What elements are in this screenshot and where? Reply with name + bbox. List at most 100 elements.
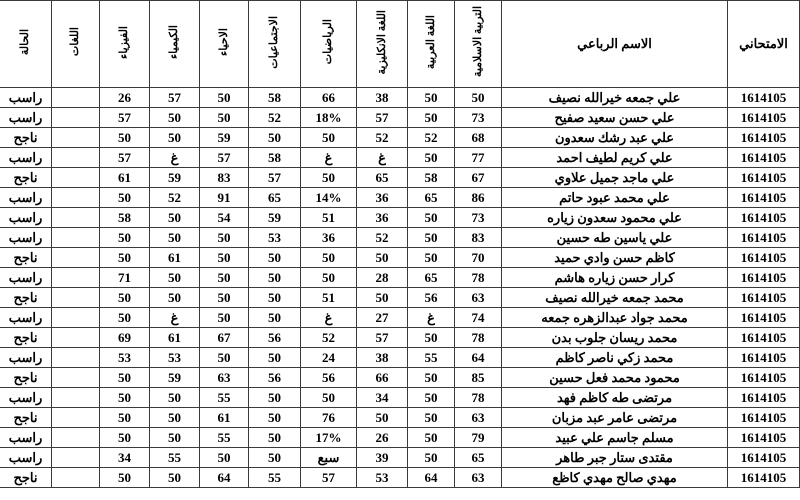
cell-grade-chemistry[interactable]: 61 xyxy=(149,247,200,268)
cell-grade-english[interactable]: 28 xyxy=(356,267,408,288)
cell-grade-math[interactable]: سبع xyxy=(300,447,357,468)
cell-grade-islamic[interactable]: 85 xyxy=(454,367,502,388)
cell-student-name[interactable]: محمد زكي ناصر كاظم xyxy=(501,347,728,368)
cell-grade-languages[interactable] xyxy=(51,427,100,448)
cell-seq[interactable]: 1614105 xyxy=(727,187,800,208)
cell-grade-biology[interactable]: 54 xyxy=(199,207,249,228)
cell-result-state[interactable]: ناجح xyxy=(0,287,52,308)
cell-grade-social[interactable]: 56 xyxy=(248,367,301,388)
cell-grade-social[interactable]: 55 xyxy=(248,467,301,488)
cell-grade-english[interactable]: 36 xyxy=(356,187,408,208)
cell-grade-arabic[interactable]: 65 xyxy=(407,267,455,288)
cell-grade-biology[interactable]: 61 xyxy=(199,407,249,428)
cell-seq[interactable]: 1614105 xyxy=(727,407,800,428)
cell-student-name[interactable]: مرتضى عامر عبد مزبان xyxy=(501,407,728,428)
cell-result-state[interactable]: ناجح xyxy=(0,467,52,488)
cell-seq[interactable]: 1614105 xyxy=(727,307,800,328)
cell-grade-languages[interactable] xyxy=(51,187,100,208)
cell-grade-islamic[interactable]: 78 xyxy=(454,387,502,408)
cell-grade-chemistry[interactable]: 50 xyxy=(149,227,200,248)
cell-grade-biology[interactable]: 50 xyxy=(199,227,249,248)
cell-grade-social[interactable]: 50 xyxy=(248,427,301,448)
column-header-arabic[interactable]: اللغة العربية xyxy=(407,0,455,88)
cell-grade-islamic[interactable]: 78 xyxy=(454,267,502,288)
cell-grade-islamic[interactable]: 68 xyxy=(454,127,502,148)
cell-grade-islamic[interactable]: 63 xyxy=(454,407,502,428)
cell-grade-social[interactable]: 50 xyxy=(248,127,301,148)
cell-seq[interactable]: 1614105 xyxy=(727,327,800,348)
cell-grade-social[interactable]: 65 xyxy=(248,187,301,208)
table-row[interactable]: 1614105 محمد زكي ناصر كاظم 64 55 38 24 50 50 53 5… xyxy=(0,347,800,368)
cell-grade-languages[interactable] xyxy=(51,327,100,348)
cell-grade-arabic[interactable]: 50 xyxy=(407,107,455,128)
cell-seq[interactable]: 1614105 xyxy=(727,107,800,128)
cell-grade-arabic[interactable]: 50 xyxy=(407,227,455,248)
cell-seq[interactable]: 1614105 xyxy=(727,207,800,228)
cell-grade-biology[interactable]: 50 xyxy=(199,267,249,288)
cell-grade-math[interactable]: 18% xyxy=(300,107,357,128)
cell-grade-islamic[interactable]: 86 xyxy=(454,187,502,208)
cell-student-name[interactable]: محمد جواد عبدالزهره جمعه xyxy=(501,307,728,328)
cell-grade-physics[interactable]: 50 xyxy=(99,187,150,208)
cell-grade-arabic[interactable]: 52 xyxy=(407,127,455,148)
cell-grade-physics[interactable]: 50 xyxy=(99,247,150,268)
cell-grade-biology[interactable]: 57 xyxy=(199,147,249,168)
cell-grade-english[interactable]: 65 xyxy=(356,167,408,188)
cell-grade-social[interactable]: 50 xyxy=(248,387,301,408)
cell-grade-english[interactable]: 53 xyxy=(356,467,408,488)
cell-grade-physics[interactable]: 50 xyxy=(99,467,150,488)
cell-grade-social[interactable]: 53 xyxy=(248,227,301,248)
cell-grade-arabic[interactable]: 50 xyxy=(407,87,455,108)
cell-grade-math[interactable]: 17% xyxy=(300,427,357,448)
cell-grade-math[interactable]: 36 xyxy=(300,227,357,248)
cell-grade-islamic[interactable]: 50 xyxy=(454,87,502,108)
column-header-social[interactable]: الاجتماعيات xyxy=(248,0,301,88)
cell-grade-biology[interactable]: 55 xyxy=(199,387,249,408)
cell-student-name[interactable]: علي جمعه خيرالله نصيف xyxy=(501,87,728,108)
cell-seq[interactable]: 1614105 xyxy=(727,447,800,468)
cell-grade-arabic[interactable]: 58 xyxy=(407,167,455,188)
cell-seq[interactable]: 1614105 xyxy=(727,147,800,168)
cell-grade-social[interactable]: 50 xyxy=(248,347,301,368)
cell-grade-biology[interactable]: 55 xyxy=(199,427,249,448)
column-header-name[interactable]: الاسم الرباعي xyxy=(501,0,728,88)
cell-grade-social[interactable]: 50 xyxy=(248,267,301,288)
cell-grade-english[interactable]: 26 xyxy=(356,427,408,448)
cell-result-state[interactable]: راسب xyxy=(0,207,52,228)
cell-result-state[interactable]: راسب xyxy=(0,187,52,208)
cell-grade-chemistry[interactable]: 59 xyxy=(149,367,200,388)
table-row[interactable]: 1614105 علي جمعه خيرالله نصيف 50 50 38 66 58 50… xyxy=(0,87,800,108)
cell-grade-english[interactable]: 52 xyxy=(356,127,408,148)
cell-grade-arabic[interactable]: 50 xyxy=(407,327,455,348)
cell-seq[interactable]: 1614105 xyxy=(727,267,800,288)
cell-grade-biology[interactable]: 50 xyxy=(199,287,249,308)
cell-grade-languages[interactable] xyxy=(51,287,100,308)
cell-seq[interactable]: 1614105 xyxy=(727,87,800,108)
table-row[interactable]: 1614105 محمود محمد فعل حسين 85 50 66 56 56 63 59… xyxy=(0,367,800,388)
table-row[interactable]: 1614105 كرار حسن زياره هاشم 78 65 28 50 50 50 50… xyxy=(0,267,800,288)
cell-grade-biology[interactable]: 67 xyxy=(199,327,249,348)
cell-grade-islamic[interactable]: 65 xyxy=(454,447,502,468)
table-row[interactable]: 1614105 علي محمد عبود حاتم 86 65 36 14% 65 91 52… xyxy=(0,187,800,208)
table-row[interactable]: 1614105 مرتضى عامر عبد مزبان 63 50 50 76 50 61 5… xyxy=(0,407,800,428)
cell-grade-biology[interactable]: 64 xyxy=(199,467,249,488)
cell-grade-physics[interactable]: 26 xyxy=(99,87,150,108)
table-row[interactable]: 1614105 علي ماجد جميل علاوي 67 58 65 50 57 83 59… xyxy=(0,167,800,188)
cell-grade-biology[interactable]: 50 xyxy=(199,307,249,328)
table-row[interactable]: 1614105 مرتضى طه كاظم فهد 78 50 34 50 50 55 50 50… xyxy=(0,387,800,408)
cell-student-name[interactable]: مسلم جاسم علي عبيد xyxy=(501,427,728,448)
cell-grade-islamic[interactable]: 63 xyxy=(454,467,502,488)
cell-grade-arabic[interactable]: 55 xyxy=(407,347,455,368)
cell-grade-islamic[interactable]: 77 xyxy=(454,147,502,168)
cell-seq[interactable]: 1614105 xyxy=(727,427,800,448)
cell-seq[interactable]: 1614105 xyxy=(727,287,800,308)
cell-grade-social[interactable]: 59 xyxy=(248,207,301,228)
cell-grade-biology[interactable]: 50 xyxy=(199,447,249,468)
cell-grade-english[interactable]: 50 xyxy=(356,407,408,428)
cell-grade-languages[interactable] xyxy=(51,207,100,228)
column-header-physics[interactable]: الفيزياء xyxy=(99,0,150,88)
cell-grade-math[interactable]: 52 xyxy=(300,327,357,348)
cell-grade-math[interactable]: 24 xyxy=(300,347,357,368)
cell-grade-social[interactable]: 50 xyxy=(248,447,301,468)
table-row[interactable]: 1614105 محمد جمعه خيرالله نصيف 63 56 50 51 50 5… xyxy=(0,287,800,308)
